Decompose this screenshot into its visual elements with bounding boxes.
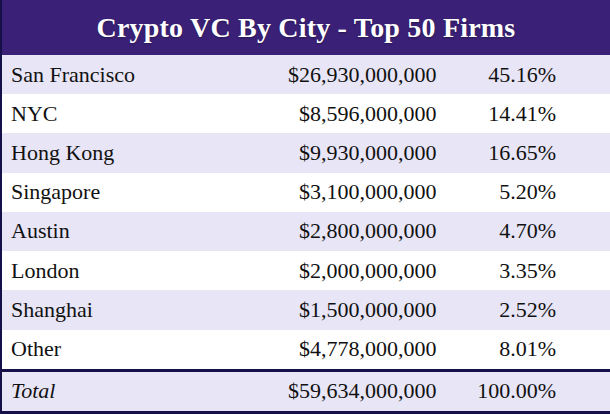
amount-cell: $26,930,000,000 <box>285 62 443 88</box>
city-cell: Austin <box>2 218 285 244</box>
table-row-austin: Austin$2,800,000,0004.70% <box>2 212 610 251</box>
amount-cell: $2,000,000,000 <box>285 258 443 284</box>
percent-cell: 4.70% <box>443 218 610 244</box>
amount-cell: $3,100,000,000 <box>285 179 443 205</box>
table-row-san-francisco: San Francisco$26,930,000,00045.16% <box>2 55 610 94</box>
percent-cell: 8.01% <box>443 336 610 362</box>
amount-cell: $1,500,000,000 <box>285 297 443 323</box>
page-title: Crypto VC By City - Top 50 Firms <box>97 12 516 44</box>
percent-cell: 45.16% <box>443 62 610 88</box>
table-row-shanghai: Shanghai$1,500,000,0002.52% <box>2 290 610 329</box>
city-cell: Total <box>2 378 285 404</box>
amount-cell: $9,930,000,000 <box>285 140 443 166</box>
amount-cell: $8,596,000,000 <box>285 101 443 127</box>
amount-cell: $2,800,000,000 <box>285 218 443 244</box>
table-row-hong-kong: Hong Kong$9,930,000,00016.65% <box>2 133 610 172</box>
city-cell: Other <box>2 336 285 362</box>
table-row-singapore: Singapore$3,100,000,0005.20% <box>2 173 610 212</box>
amount-cell: $59,634,000,000 <box>285 378 443 404</box>
percent-cell: 16.65% <box>443 140 610 166</box>
table-row-london: London$2,000,000,0003.35% <box>2 251 610 290</box>
table-body: San Francisco$26,930,000,00045.16%NYC$8,… <box>2 55 610 411</box>
table-row-other: Other$4,778,000,0008.01% <box>2 330 610 369</box>
city-cell: Singapore <box>2 179 285 205</box>
city-cell: Hong Kong <box>2 140 285 166</box>
percent-cell: 100.00% <box>443 378 610 404</box>
amount-cell: $4,778,000,000 <box>285 336 443 362</box>
percent-cell: 2.52% <box>443 297 610 323</box>
percent-cell: 3.35% <box>443 258 610 284</box>
city-cell: Shanghai <box>2 297 285 323</box>
table-row-nyc: NYC$8,596,000,00014.41% <box>2 94 610 133</box>
city-cell: London <box>2 258 285 284</box>
crypto-vc-table: Crypto VC By City - Top 50 Firms San Fra… <box>0 0 610 414</box>
percent-cell: 5.20% <box>443 179 610 205</box>
table-row-total: Total$59,634,000,000100.00% <box>2 369 610 411</box>
percent-cell: 14.41% <box>443 101 610 127</box>
city-cell: San Francisco <box>2 62 285 88</box>
title-bar: Crypto VC By City - Top 50 Firms <box>2 0 610 55</box>
city-cell: NYC <box>2 101 285 127</box>
